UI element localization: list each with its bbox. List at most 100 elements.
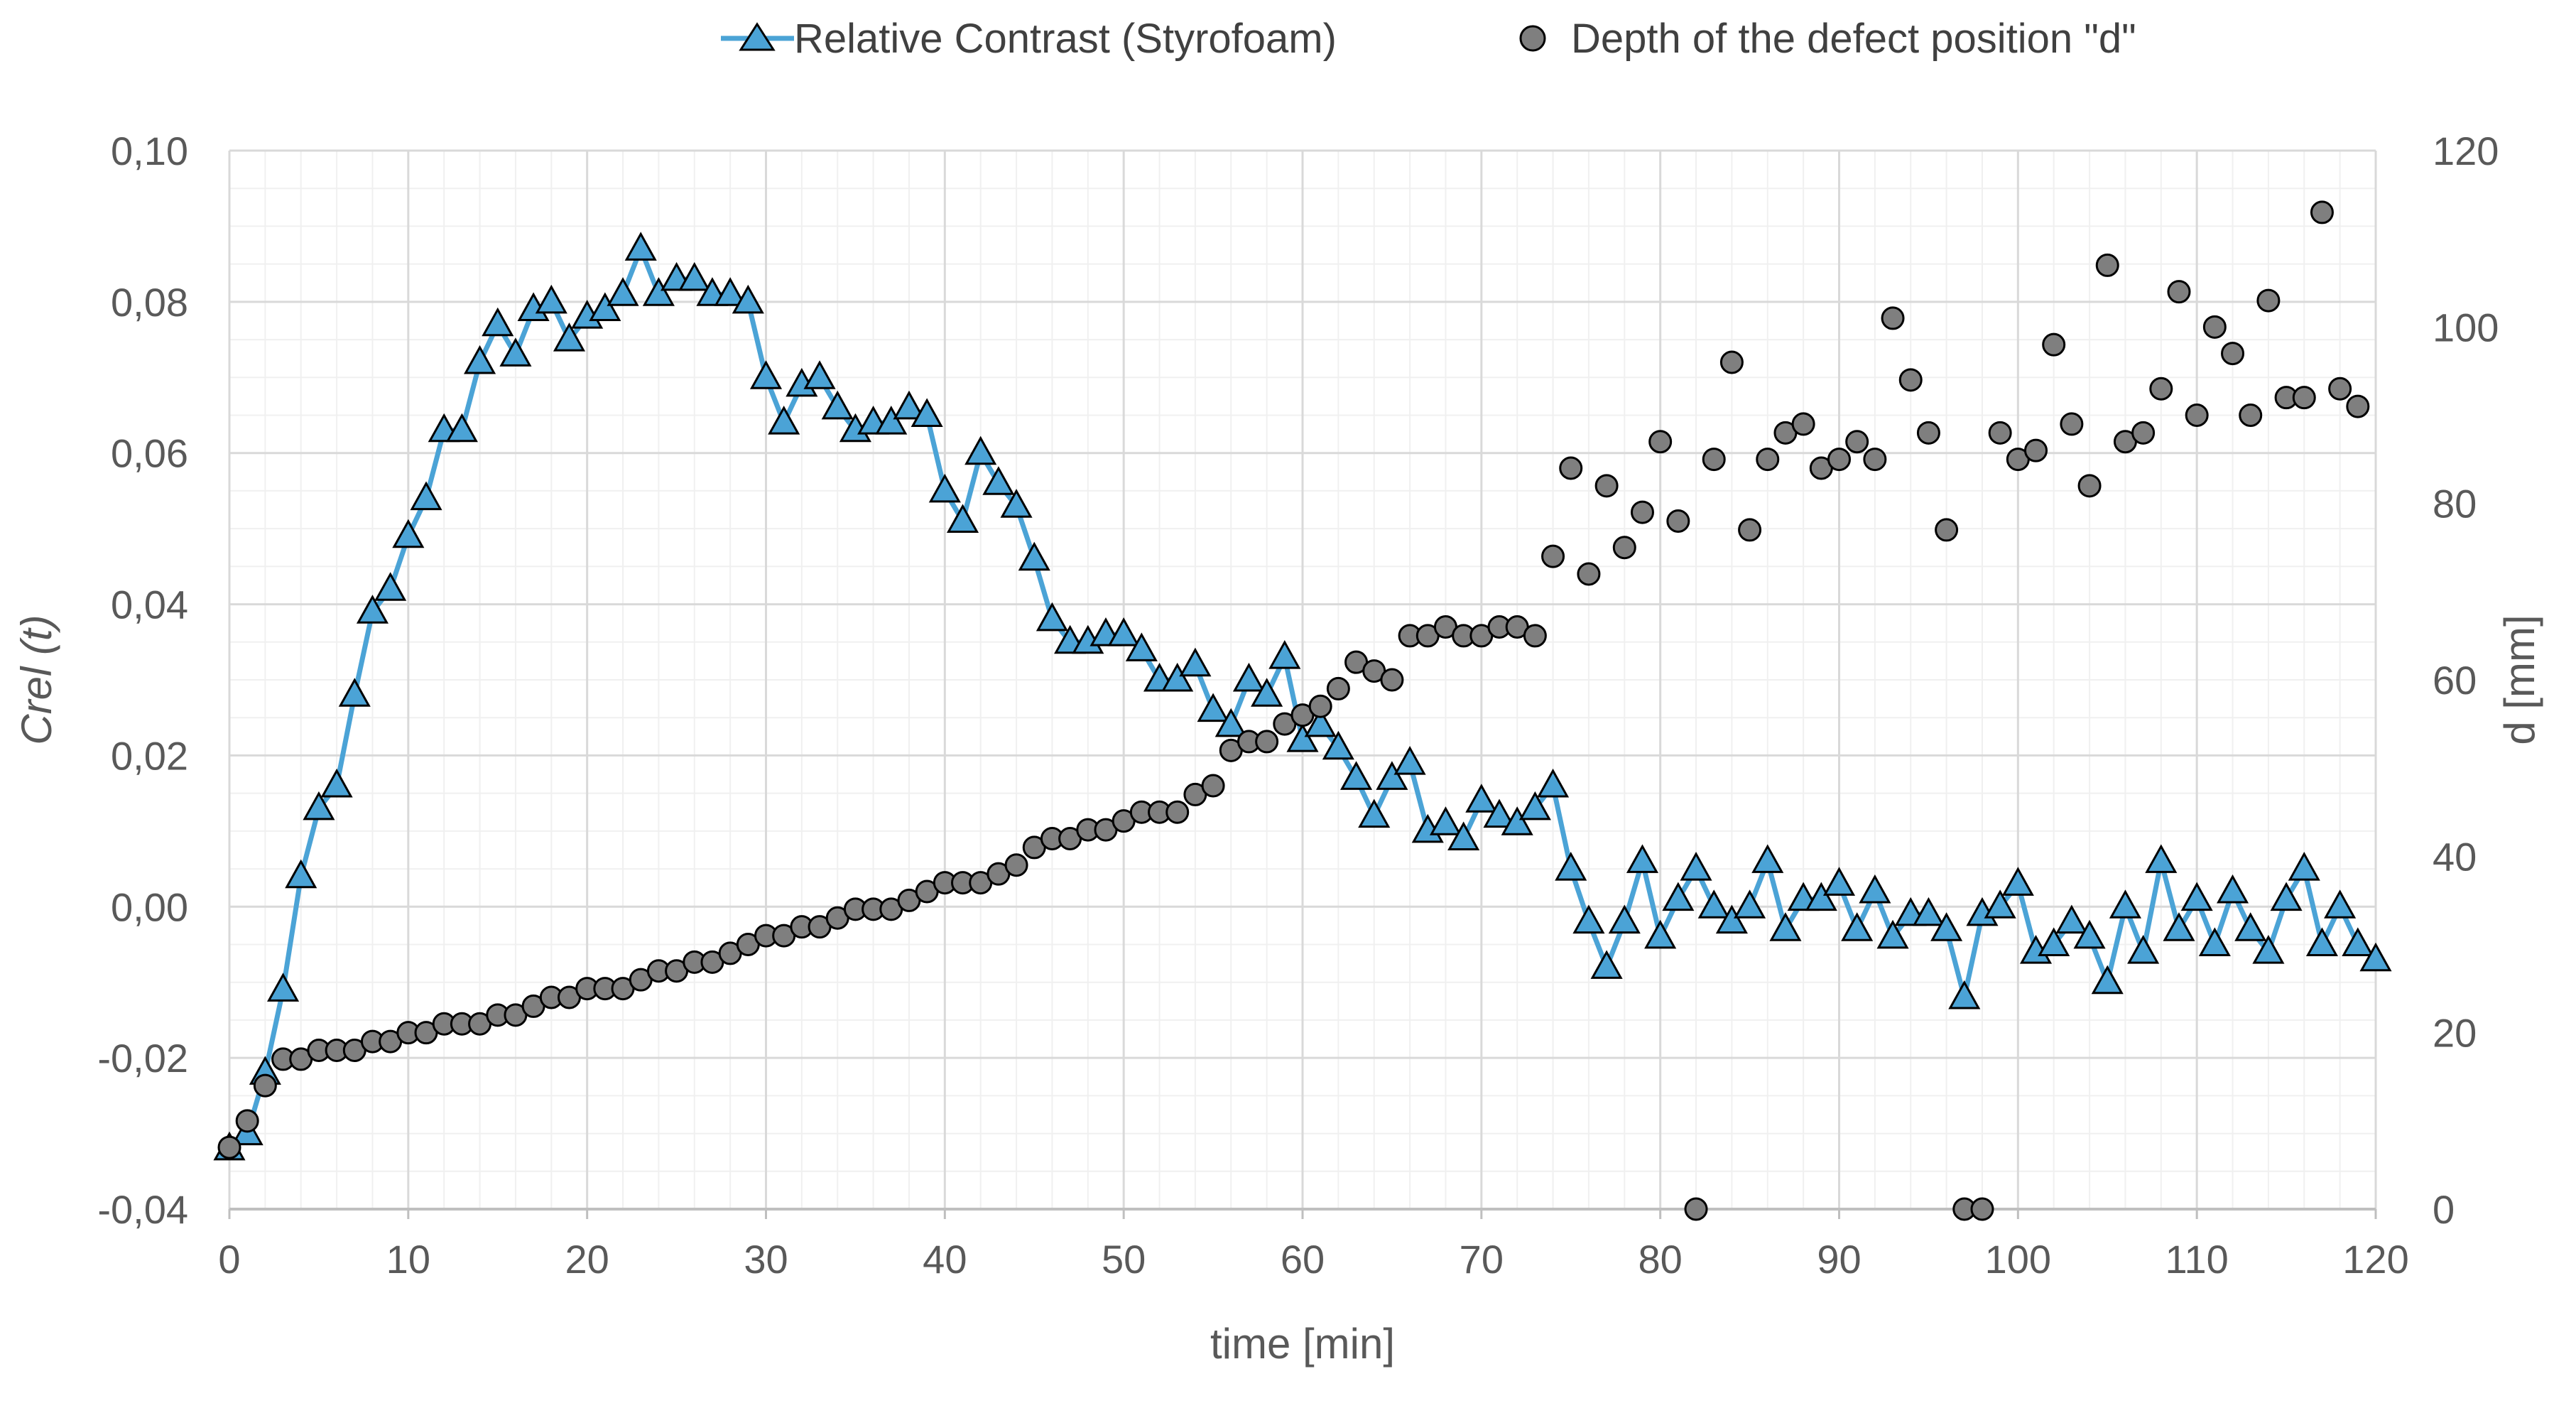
depth-point	[2042, 332, 2066, 357]
legend-circle-marker	[1519, 25, 1546, 52]
relative-contrast-point	[2288, 851, 2320, 881]
relative-contrast-point	[749, 360, 783, 389]
relative-contrast-point	[2073, 919, 2106, 949]
depth-point	[2221, 342, 2245, 366]
depth-point	[2202, 315, 2227, 339]
y-tick-label: 0,08	[111, 280, 188, 325]
y-right-tick-label: 80	[2433, 482, 2477, 526]
depth-series	[217, 200, 2370, 1221]
relative-contrast-point	[1376, 761, 1408, 790]
relative-contrast-point	[2216, 874, 2249, 904]
relative-contrast-point	[589, 292, 621, 321]
relative-contrast-point	[768, 406, 800, 435]
relative-contrast-point	[607, 277, 639, 306]
depth-point	[217, 1135, 241, 1159]
relative-contrast-point	[1214, 708, 1247, 737]
x-tick-label: 100	[1985, 1237, 2051, 1282]
y-tick-label: 0,04	[111, 583, 188, 627]
depth-point	[1988, 421, 2012, 445]
depth-point	[2060, 412, 2084, 436]
relative-contrast-point	[1340, 761, 1373, 790]
relative-contrast-point	[338, 678, 371, 707]
depth-point	[1559, 456, 1583, 480]
relative-contrast-point	[1304, 708, 1337, 737]
depth-point	[1255, 730, 1279, 754]
relative-contrast-point	[1465, 784, 1498, 813]
relative-contrast-point	[1984, 889, 2016, 919]
relative-contrast-point	[1912, 897, 1945, 926]
relative-contrast-point	[1322, 730, 1354, 760]
depth-point	[2346, 394, 2370, 418]
depth-point	[1702, 448, 1726, 472]
depth-point	[1898, 368, 1923, 392]
y-tick-label: 0,10	[111, 129, 188, 173]
relative-contrast-point	[553, 322, 586, 352]
relative-contrast-point	[2270, 882, 2303, 911]
relative-contrast-point	[464, 345, 496, 374]
relative-contrast-point	[982, 466, 1015, 495]
relative-contrast-point	[1537, 768, 1570, 798]
relative-contrast-point	[1393, 745, 1426, 775]
depth-point	[253, 1073, 277, 1098]
relative-contrast-point	[1036, 602, 1068, 632]
relative-contrast-point	[2001, 867, 2034, 896]
relative-contrast-point	[624, 232, 657, 261]
relative-contrast-point	[2091, 965, 2124, 995]
depth-point	[1845, 430, 1869, 454]
relative-contrast-point	[678, 261, 711, 291]
relative-contrast-point	[2180, 882, 2213, 911]
depth-point	[1863, 448, 1887, 472]
relative-contrast-point	[1572, 904, 1605, 934]
relative-contrast-point	[499, 337, 532, 367]
x-tick-label: 10	[386, 1237, 430, 1282]
relative-contrast-point	[1518, 791, 1551, 821]
relative-contrast-point	[1018, 541, 1050, 571]
relative-contrast-point	[1197, 693, 1229, 722]
y-tick-label: -0,02	[97, 1036, 188, 1081]
relative-contrast-point	[946, 504, 979, 533]
relative-contrast-point	[2198, 927, 2231, 956]
y-right-tick-label: 120	[2433, 129, 2499, 173]
x-tick-label: 60	[1281, 1237, 1325, 1282]
relative-contrast-point	[1501, 806, 1533, 835]
relative-contrast-point	[803, 360, 836, 389]
relative-contrast-point	[392, 519, 425, 548]
relative-contrast-point	[2252, 935, 2285, 964]
depth-point	[2095, 253, 2119, 277]
relative-contrast-point	[1107, 617, 1140, 646]
relative-contrast-point	[1841, 912, 1874, 941]
relative-contrast-point	[285, 859, 317, 889]
depth-point	[2185, 404, 2209, 427]
depth-point	[2256, 288, 2281, 313]
legend-label-depth: Depth of the defect position "d"	[1571, 16, 2136, 62]
relative-contrast-point	[911, 398, 943, 427]
x-tick-label: 110	[2165, 1237, 2229, 1282]
depth-point	[1577, 562, 1601, 586]
depth-point	[2077, 474, 2102, 498]
depth-point	[2310, 200, 2334, 224]
depth-point	[2239, 404, 2263, 427]
relative-contrast-point	[2234, 912, 2267, 941]
relative-contrast-point	[1697, 889, 1730, 919]
depth-point	[1541, 544, 1565, 568]
x-tick-label: 40	[923, 1237, 967, 1282]
relative-contrast-point	[2305, 927, 2338, 956]
y-axis-ticks: -0,04 -0,02 0,00 0,02 0,04 0,06 0,08 0,10	[97, 129, 188, 1232]
depth-point	[1666, 509, 1690, 533]
relative-contrast-point	[964, 435, 997, 465]
relative-contrast-point	[1286, 723, 1319, 752]
y-right-axis-title: d [mm]	[2496, 615, 2543, 745]
depth-point	[1684, 1197, 1708, 1221]
relative-contrast-point	[2163, 912, 2195, 941]
x-axis-title: time [min]	[1210, 1320, 1395, 1368]
relative-contrast-point	[2324, 889, 2357, 919]
relative-contrast-point	[893, 390, 925, 420]
legend-label-relative-contrast: Relative Contrast (Styrofoam)	[794, 16, 1337, 62]
relative-contrast-point	[1876, 919, 1909, 949]
relative-contrast-point	[1680, 851, 1712, 881]
depth-point	[1630, 500, 1654, 524]
relative-contrast-point	[928, 473, 961, 503]
relative-contrast-point	[642, 277, 675, 306]
depth-point	[1827, 448, 1851, 472]
